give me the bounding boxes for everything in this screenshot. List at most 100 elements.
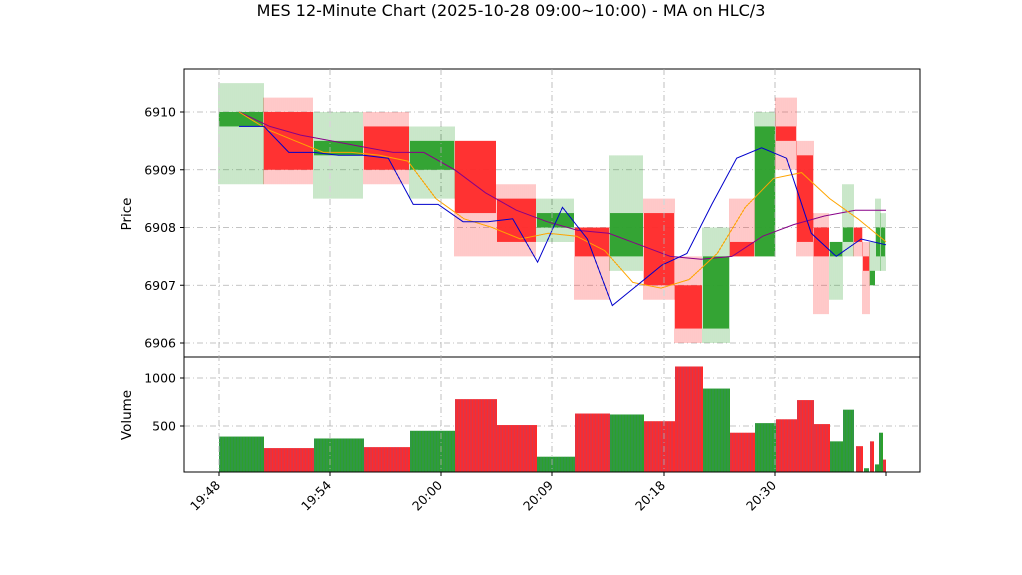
volume-bar-fill (219, 436, 264, 472)
price-tick-label: 6906 (144, 336, 176, 351)
price-bar (674, 256, 702, 343)
price-bar-body (537, 213, 574, 228)
x-tick-label: 20:18 (632, 477, 668, 513)
price-bar (702, 227, 730, 343)
x-tick-label: 19:54 (298, 477, 334, 513)
price-bar (880, 213, 886, 271)
x-tick-label: 20:00 (409, 477, 445, 513)
volume-bar-fill (875, 464, 879, 472)
price-bar-body (854, 227, 862, 242)
price-bar (754, 112, 776, 257)
volume-bar (455, 399, 497, 472)
volume-bar (776, 419, 797, 472)
price-bar-body (776, 126, 796, 141)
price-tick-label: 6908 (144, 220, 176, 235)
price-bar-body (881, 227, 885, 257)
volume-bar-fill (856, 446, 863, 472)
volume-bar-fill (755, 423, 776, 472)
price-bar (218, 83, 264, 185)
volume-bar-fill (575, 413, 610, 472)
volume-bar (219, 436, 264, 472)
volume-tick-label: 500 (152, 419, 176, 434)
price-bar-body (876, 227, 880, 257)
price-bar-body (219, 112, 263, 127)
x-tick-label: 20:30 (743, 477, 779, 513)
volume-bar (314, 438, 364, 472)
volume-bar (575, 413, 610, 472)
price-bar (862, 241, 870, 315)
volume-bar-fill (864, 468, 869, 472)
price-bar-body (264, 112, 313, 170)
volume-bar-fill (410, 430, 455, 472)
price-bar (454, 140, 496, 257)
volume-panel: 500 1000 Volume (119, 356, 921, 473)
volume-bar (843, 409, 854, 472)
volume-bar (797, 400, 814, 472)
volume-bar-fill (455, 399, 497, 472)
volume-bar-fill (703, 388, 730, 472)
ma-fast-line (239, 125, 887, 307)
volume-bar (870, 441, 874, 472)
price-bar (775, 97, 797, 170)
ma-slow-line (238, 111, 886, 260)
price-bar-body (814, 227, 829, 257)
volume-bar (883, 459, 886, 472)
price-axis-label: Price (119, 198, 135, 231)
price-bar-body (755, 126, 775, 257)
price-bar-body (870, 270, 875, 286)
volume-bar (830, 441, 843, 472)
price-bar (643, 198, 675, 300)
volume-tick-label: 1000 (144, 371, 176, 386)
volume-bar (364, 447, 410, 472)
volume-bar-fill (797, 400, 814, 472)
price-bar (853, 227, 863, 257)
volume-bar-fill (814, 424, 830, 472)
price-tick-label: 6909 (144, 162, 176, 177)
price-bar (842, 184, 854, 257)
volume-bar (537, 456, 575, 472)
volume-bar-fill (870, 441, 874, 472)
volume-bar-fill (675, 366, 703, 472)
volume-bar (675, 366, 703, 472)
volume-bar (264, 448, 314, 472)
volume-bar-fill (610, 414, 644, 472)
price-bar-body (843, 227, 853, 242)
volume-bar (410, 430, 455, 472)
volume-bar (875, 464, 879, 472)
volume-bar (703, 388, 730, 472)
price-bar-body (675, 285, 702, 329)
volume-bar-fill (497, 425, 537, 472)
price-bar (869, 241, 875, 286)
volume-axis-label: Volume (119, 390, 135, 440)
volume-bar-fill (883, 459, 886, 472)
price-bar (609, 155, 643, 271)
price-tick-label: 6907 (144, 278, 176, 293)
price-bar-body (455, 140, 496, 214)
chart-title: MES 12-Minute Chart (2025-10-28 09:00~10… (257, 1, 766, 20)
x-tick-label: 20:09 (520, 477, 556, 513)
x-tick-label: 19:48 (187, 477, 223, 513)
volume-bar (497, 425, 537, 472)
ma-mid-line (238, 111, 887, 289)
volume-bar-fill (776, 419, 797, 472)
volume-bar (755, 423, 776, 472)
price-bar-body (610, 213, 643, 257)
volume-bar (856, 446, 863, 472)
price-bar-body (703, 256, 729, 329)
price-panel: 6906 6907 6908 6909 6910 Price (119, 68, 921, 358)
price-bar (829, 241, 843, 300)
price-bar-body (644, 213, 674, 286)
volume-bar (730, 432, 755, 472)
volume-bar (879, 432, 883, 472)
volume-bar-fill (879, 432, 883, 472)
volume-bar-fill (830, 441, 843, 472)
volume-bar-fill (644, 421, 675, 472)
volume-bar-fill (843, 409, 854, 472)
volume-bar (610, 414, 644, 472)
volume-bar (644, 421, 675, 472)
price-tick-label: 6910 (144, 105, 176, 120)
price-bar (813, 213, 829, 315)
volume-bar (864, 468, 869, 472)
price-bar (263, 97, 313, 185)
